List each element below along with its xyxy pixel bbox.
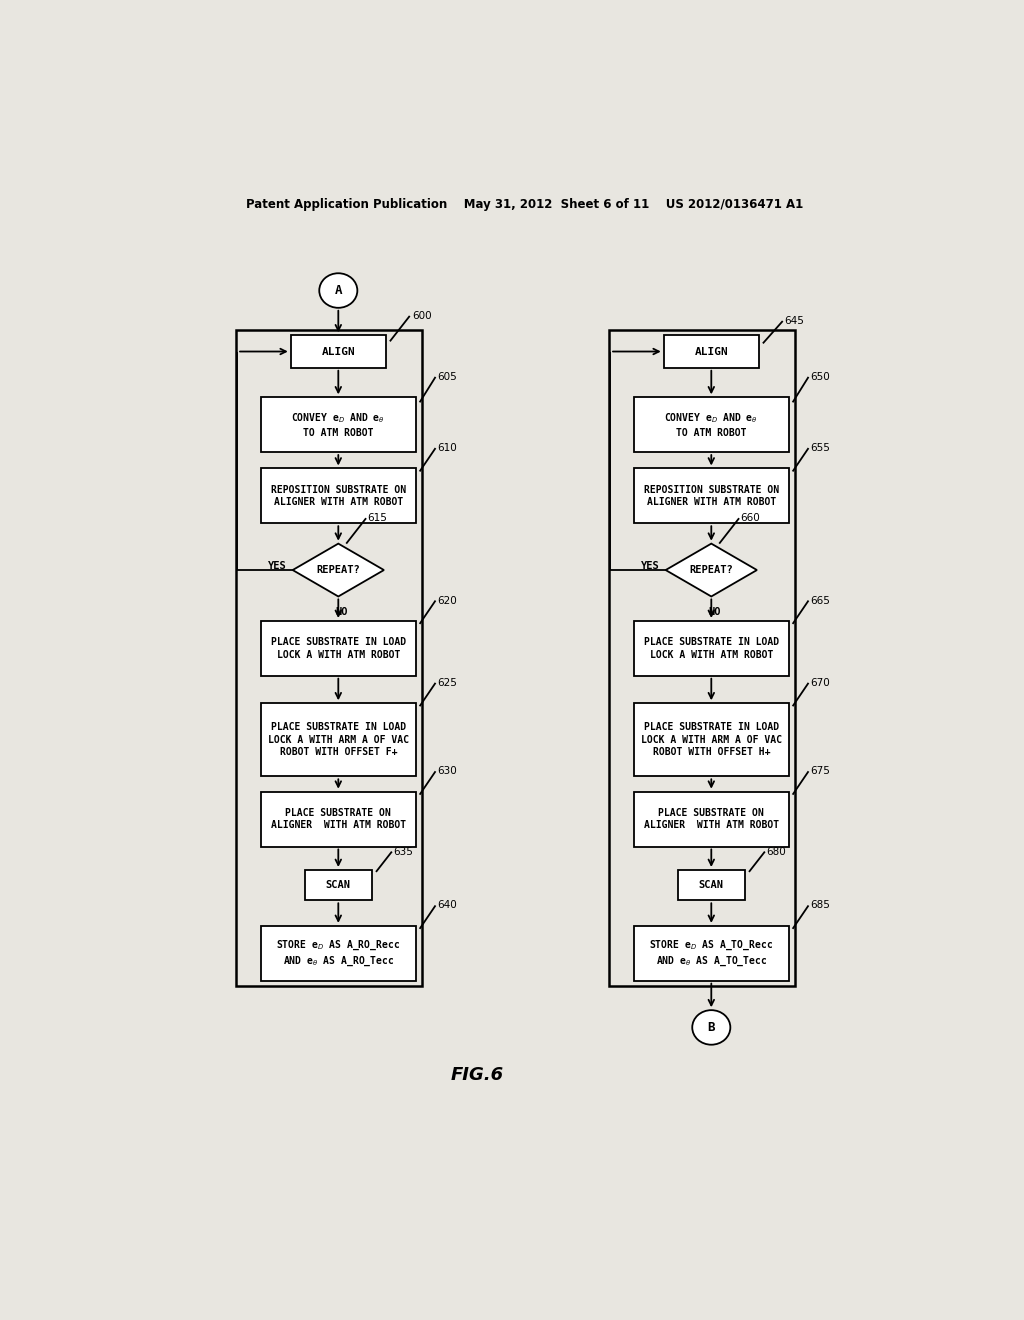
Text: STORE e$_D$ AS A_TO_Recc
AND e$_\theta$ AS A_TO_Tecc: STORE e$_D$ AS A_TO_Recc AND e$_\theta$ … — [649, 939, 773, 968]
Text: 685: 685 — [810, 900, 830, 911]
Text: PLACE SUBSTRATE IN LOAD
LOCK A WITH ATM ROBOT: PLACE SUBSTRATE IN LOAD LOCK A WITH ATM … — [644, 638, 779, 660]
Text: 650: 650 — [810, 372, 829, 381]
Text: 670: 670 — [810, 678, 829, 688]
Bar — [261, 397, 416, 453]
Text: ALIGN: ALIGN — [694, 347, 728, 356]
Text: Patent Application Publication    May 31, 2012  Sheet 6 of 11    US 2012/0136471: Patent Application Publication May 31, 2… — [246, 198, 804, 211]
Bar — [261, 620, 416, 676]
Text: PLACE SUBSTRATE IN LOAD
LOCK A WITH ARM A OF VAC
ROBOT WITH OFFSET F+: PLACE SUBSTRATE IN LOAD LOCK A WITH ARM … — [268, 722, 409, 758]
Text: YES: YES — [641, 561, 659, 572]
Text: 610: 610 — [437, 444, 457, 453]
Text: 665: 665 — [810, 595, 830, 606]
Text: PLACE SUBSTRATE ON
ALIGNER  WITH ATM ROBOT: PLACE SUBSTRATE ON ALIGNER WITH ATM ROBO… — [270, 808, 406, 830]
Text: SCAN: SCAN — [698, 880, 724, 890]
Bar — [634, 704, 788, 776]
Text: CONVEY e$_D$ AND e$_\theta$
TO ATM ROBOT: CONVEY e$_D$ AND e$_\theta$ TO ATM ROBOT — [665, 412, 758, 438]
Text: 605: 605 — [437, 372, 457, 381]
Bar — [678, 870, 745, 900]
Bar — [664, 335, 759, 368]
Text: REPOSITION SUBSTRATE ON
ALIGNER WITH ATM ROBOT: REPOSITION SUBSTRATE ON ALIGNER WITH ATM… — [270, 484, 406, 507]
Polygon shape — [293, 544, 384, 597]
Text: PLACE SUBSTRATE ON
ALIGNER  WITH ATM ROBOT: PLACE SUBSTRATE ON ALIGNER WITH ATM ROBO… — [644, 808, 779, 830]
Text: 630: 630 — [437, 767, 457, 776]
Text: 655: 655 — [810, 444, 830, 453]
Text: FIG.6: FIG.6 — [451, 1067, 504, 1084]
Bar — [608, 330, 795, 986]
Bar — [634, 469, 788, 523]
Bar — [291, 335, 386, 368]
Text: NO: NO — [709, 607, 721, 616]
Text: STORE e$_D$ AS A_RO_Recc
AND e$_\theta$ AS A_RO_Tecc: STORE e$_D$ AS A_RO_Recc AND e$_\theta$ … — [276, 939, 400, 968]
Bar — [634, 620, 788, 676]
Text: CONVEY e$_D$ AND e$_\theta$
TO ATM ROBOT: CONVEY e$_D$ AND e$_\theta$ TO ATM ROBOT — [292, 412, 385, 438]
Text: REPOSITION SUBSTRATE ON
ALIGNER WITH ATM ROBOT: REPOSITION SUBSTRATE ON ALIGNER WITH ATM… — [644, 484, 779, 507]
Ellipse shape — [692, 1010, 730, 1044]
Text: 645: 645 — [784, 315, 804, 326]
Text: 660: 660 — [740, 513, 761, 523]
Text: PLACE SUBSTRATE IN LOAD
LOCK A WITH ATM ROBOT: PLACE SUBSTRATE IN LOAD LOCK A WITH ATM … — [270, 638, 406, 660]
Text: NO: NO — [335, 607, 348, 616]
Bar — [261, 469, 416, 523]
Text: SCAN: SCAN — [326, 880, 351, 890]
Bar — [634, 792, 788, 846]
Bar — [261, 792, 416, 846]
Text: 680: 680 — [766, 846, 786, 857]
Text: ALIGN: ALIGN — [322, 347, 355, 356]
Text: REPEAT?: REPEAT? — [689, 565, 733, 576]
Text: 600: 600 — [412, 312, 432, 321]
Text: A: A — [335, 284, 342, 297]
Bar — [236, 330, 422, 986]
Text: B: B — [708, 1020, 715, 1034]
Text: YES: YES — [267, 561, 287, 572]
Bar — [634, 397, 788, 453]
Text: REPEAT?: REPEAT? — [316, 565, 360, 576]
Bar — [634, 925, 788, 981]
Bar — [304, 870, 372, 900]
Ellipse shape — [319, 273, 357, 308]
Text: 675: 675 — [810, 767, 830, 776]
Text: 620: 620 — [437, 595, 457, 606]
Text: PLACE SUBSTRATE IN LOAD
LOCK A WITH ARM A OF VAC
ROBOT WITH OFFSET H+: PLACE SUBSTRATE IN LOAD LOCK A WITH ARM … — [641, 722, 781, 758]
Bar — [261, 704, 416, 776]
Text: 625: 625 — [437, 678, 457, 688]
Text: 640: 640 — [437, 900, 457, 911]
Bar — [261, 925, 416, 981]
Text: 635: 635 — [393, 846, 414, 857]
Polygon shape — [666, 544, 757, 597]
Text: 615: 615 — [368, 513, 387, 523]
